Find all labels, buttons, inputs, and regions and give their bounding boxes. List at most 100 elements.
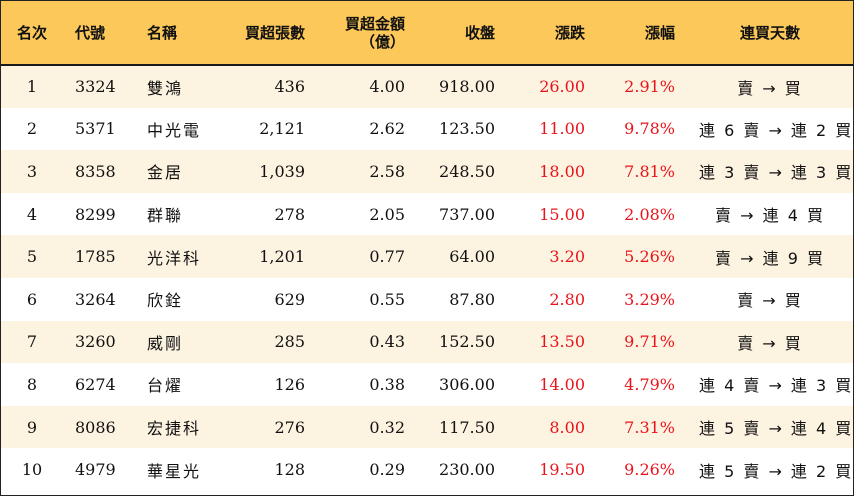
cell-pct: 9.78%: [624, 119, 675, 139]
cell-name: 光洋科: [147, 248, 202, 268]
col-header-shares: 買超張數: [227, 1, 317, 66]
cell-pct: 2.08%: [624, 204, 675, 224]
cell-change: 14.00: [539, 374, 585, 394]
cell-streak: 賣 → 連 9 買: [715, 248, 825, 268]
cell-change: 13.50: [539, 332, 585, 352]
cell-amount: 2.05: [369, 204, 405, 224]
cell-close: 737.00: [439, 204, 495, 224]
cell-change: 2.80: [549, 289, 585, 309]
cell-name: 華星光: [147, 461, 202, 481]
table-row: 6 3264 欣銓 629 0.55 87.80 2.80 3.29% 賣 → …: [1, 277, 853, 321]
cell-name: 金居: [147, 163, 184, 183]
cell-shares: 128: [274, 460, 305, 480]
cell-streak: 賣 → 買: [737, 291, 803, 311]
cell-pct: 9.71%: [624, 332, 675, 352]
cell-amount: 2.58: [369, 161, 405, 181]
cell-pct: 4.79%: [624, 374, 675, 394]
cell-change: 3.20: [549, 247, 585, 267]
cell-rank: 4: [26, 204, 38, 224]
cell-rank: 2: [26, 119, 38, 139]
cell-name: 雙鴻: [147, 78, 184, 98]
cell-change: 8.00: [549, 417, 585, 437]
cell-rank: 5: [26, 247, 38, 267]
cell-close: 123.50: [439, 119, 495, 139]
cell-name: 台燿: [147, 376, 184, 396]
cell-streak: 連 4 賣 → 連 3 買: [699, 376, 854, 396]
cell-close: 87.80: [449, 289, 495, 309]
cell-change: 15.00: [539, 204, 585, 224]
cell-streak: 賣 → 連 4 買: [715, 206, 825, 226]
cell-change: 19.50: [539, 460, 585, 480]
cell-pct: 2.91%: [624, 77, 675, 97]
cell-rank: 7: [26, 332, 38, 352]
cell-pct: 3.29%: [624, 289, 675, 309]
cell-rank: 1: [26, 77, 38, 97]
cell-code: 4979: [75, 460, 116, 480]
cell-code: 8358: [75, 161, 116, 181]
cell-code: 1785: [75, 247, 116, 267]
cell-shares: 2,121: [259, 119, 305, 139]
cell-streak: 賣 → 買: [737, 333, 803, 353]
cell-shares: 1,039: [259, 161, 305, 181]
table-row: 7 3260 威剛 285 0.43 152.50 13.50 9.71% 賣 …: [1, 320, 853, 364]
col-header-rank: 名次: [1, 1, 63, 66]
table-header: 名次 代號 名稱 買超張數 買超金額 （億） 收盤 漲跌 漲幅 連買天數: [1, 1, 853, 66]
cell-close: 230.00: [439, 460, 495, 480]
table-body: 1 3324 雙鴻 436 4.00 918.00 26.00 2.91% 賣 …: [1, 65, 853, 491]
table-row: 9 8086 宏捷科 276 0.32 117.50 8.00 7.31% 連 …: [1, 405, 854, 449]
cell-streak: 連 5 賣 → 連 4 買: [699, 419, 854, 439]
col-header-close: 收盤: [417, 1, 507, 66]
cell-code: 8086: [75, 417, 116, 437]
cell-close: 152.50: [439, 332, 495, 352]
cell-name: 威剛: [147, 333, 184, 353]
cell-close: 306.00: [439, 374, 495, 394]
table-row: 1 3324 雙鴻 436 4.00 918.00 26.00 2.91% 賣 …: [1, 65, 853, 108]
cell-amount: 0.38: [369, 374, 405, 394]
cell-code: 5371: [75, 119, 116, 139]
cell-amount: 0.55: [369, 289, 405, 309]
cell-shares: 436: [274, 77, 305, 97]
cell-streak: 連 3 賣 → 連 3 買: [699, 163, 854, 183]
cell-rank: 9: [26, 417, 38, 437]
cell-shares: 276: [274, 417, 305, 437]
cell-shares: 278: [274, 204, 305, 224]
cell-change: 18.00: [539, 161, 585, 181]
header-row: 名次 代號 名稱 買超張數 買超金額 （億） 收盤 漲跌 漲幅 連買天數: [1, 1, 853, 66]
col-header-pct: 漲幅: [597, 1, 687, 66]
cell-streak: 連 6 賣 → 連 2 買: [699, 120, 854, 140]
cell-close: 248.50: [439, 161, 495, 181]
cell-name: 中光電: [147, 120, 202, 140]
cell-code: 3260: [75, 332, 116, 352]
cell-close: 918.00: [439, 77, 495, 97]
cell-pct: 7.81%: [624, 161, 675, 181]
cell-name: 宏捷科: [147, 419, 202, 439]
cell-rank: 6: [26, 289, 38, 309]
cell-rank: 3: [26, 161, 38, 181]
cell-shares: 1,201: [259, 247, 305, 267]
cell-rank: 8: [26, 374, 38, 394]
table-row: 10 4979 華星光 128 0.29 230.00 19.50 9.26% …: [1, 448, 853, 491]
col-header-change: 漲跌: [507, 1, 597, 66]
col-header-amount: 買超金額 （億）: [317, 1, 417, 66]
cell-change: 26.00: [539, 77, 585, 97]
col-header-name: 名稱: [135, 1, 227, 66]
cell-code: 8299: [75, 204, 116, 224]
table-row: 2 5371 中光電 2,121 2.62 123.50 11.00 9.78%…: [1, 107, 854, 151]
table-row: 3 8358 金居 1,039 2.58 248.50 18.00 7.81% …: [1, 150, 853, 193]
cell-pct: 7.31%: [624, 417, 675, 437]
cell-amount: 0.32: [369, 417, 405, 437]
cell-code: 3324: [75, 77, 116, 97]
cell-pct: 9.26%: [624, 460, 675, 480]
cell-streak: 連 5 賣 → 連 2 買: [699, 461, 854, 481]
col-header-code: 代號: [63, 1, 135, 66]
cell-amount: 0.43: [369, 332, 405, 352]
table-row: 5 1785 光洋科 1,201 0.77 64.00 3.20 5.26% 賣…: [1, 235, 853, 278]
cell-streak: 賣 → 買: [737, 78, 803, 98]
cell-rank: 10: [21, 460, 43, 480]
cell-change: 11.00: [539, 119, 585, 139]
cell-amount: 2.62: [369, 119, 405, 139]
cell-amount: 0.29: [369, 460, 405, 480]
cell-amount: 4.00: [369, 77, 405, 97]
